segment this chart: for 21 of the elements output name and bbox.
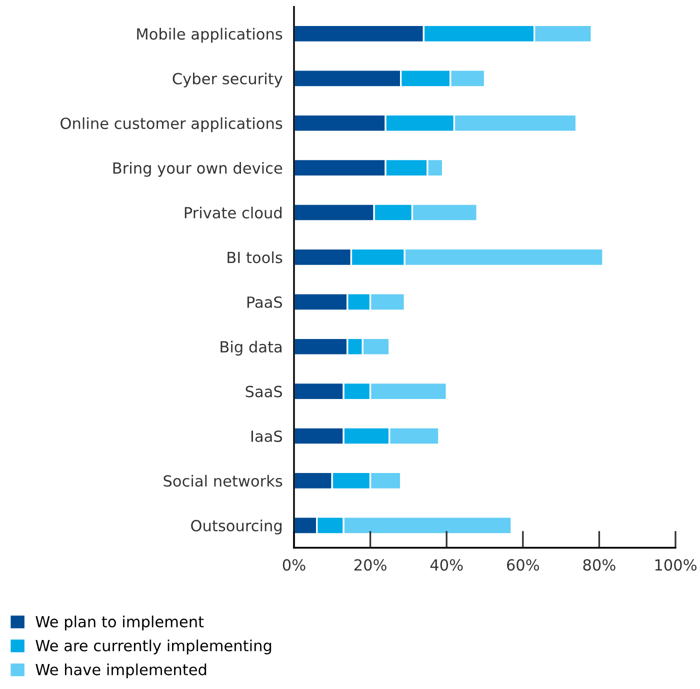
y-tick-label: Social networks: [164, 474, 282, 487]
y-tick-label: Mobile applications: [137, 28, 282, 43]
y-tick-label: Bring your own device: [113, 162, 282, 177]
x-tick-label: 60%: [506, 559, 540, 571]
x-tick-label: 80%: [583, 559, 616, 571]
legend-label: We are currently implementing: [36, 640, 272, 654]
x-tick-label: 100%: [655, 559, 696, 571]
y-tick-label: IaaS: [251, 430, 282, 442]
y-tick-label: Online customer applications: [60, 117, 282, 132]
y-tick-label: PaaS: [247, 296, 282, 308]
y-tick-label: Big data: [220, 340, 282, 356]
y-tick-label: BI tools: [228, 251, 282, 264]
y-tick-label: Cyber security: [172, 72, 282, 88]
x-tick-label: 0%: [282, 559, 306, 571]
y-tick-label: Private cloud: [184, 206, 282, 219]
legend-label: We have implemented: [36, 664, 206, 678]
x-tick-label: 20%: [354, 559, 386, 571]
y-tick-label: Outsourcing: [191, 520, 282, 534]
y-tick-label: SaaS: [246, 386, 282, 398]
legend-label: We plan to implement: [36, 616, 204, 630]
x-tick-label: 40%: [430, 559, 463, 571]
